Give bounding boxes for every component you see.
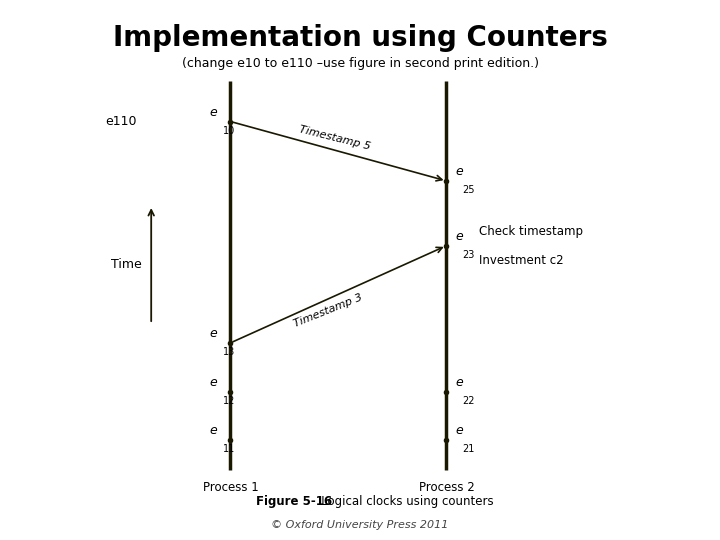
Text: Check timestamp: Check timestamp: [479, 225, 582, 238]
Text: 25: 25: [462, 185, 474, 195]
Text: 23: 23: [462, 250, 474, 260]
Text: Logical clocks using counters: Logical clocks using counters: [310, 495, 493, 508]
Text: Timestamp 5: Timestamp 5: [298, 124, 372, 151]
Text: e: e: [455, 376, 463, 389]
Text: Timestamp 3: Timestamp 3: [292, 292, 364, 329]
Text: Process 1: Process 1: [202, 481, 258, 494]
Text: e: e: [210, 106, 217, 119]
Text: e: e: [210, 376, 217, 389]
Text: (change e10 to e110 –use figure in second print edition.): (change e10 to e110 –use figure in secon…: [181, 57, 539, 70]
Text: e: e: [210, 327, 217, 340]
Text: 10: 10: [223, 126, 235, 136]
Text: e: e: [455, 424, 463, 437]
Text: 21: 21: [462, 444, 474, 455]
Text: Process 2: Process 2: [418, 481, 474, 494]
Text: Time: Time: [111, 258, 141, 271]
Text: e110: e110: [105, 115, 137, 128]
Text: 12: 12: [223, 396, 235, 406]
Text: Figure 5-16: Figure 5-16: [256, 495, 332, 508]
Text: e: e: [210, 424, 217, 437]
Text: 11: 11: [223, 444, 235, 455]
Text: e: e: [455, 230, 463, 243]
Text: e: e: [455, 165, 463, 178]
Text: Implementation using Counters: Implementation using Counters: [112, 24, 608, 52]
Text: 13: 13: [223, 347, 235, 357]
Text: 22: 22: [462, 396, 474, 406]
Text: Investment c2: Investment c2: [479, 254, 564, 267]
Text: © Oxford University Press 2011: © Oxford University Press 2011: [271, 521, 449, 530]
